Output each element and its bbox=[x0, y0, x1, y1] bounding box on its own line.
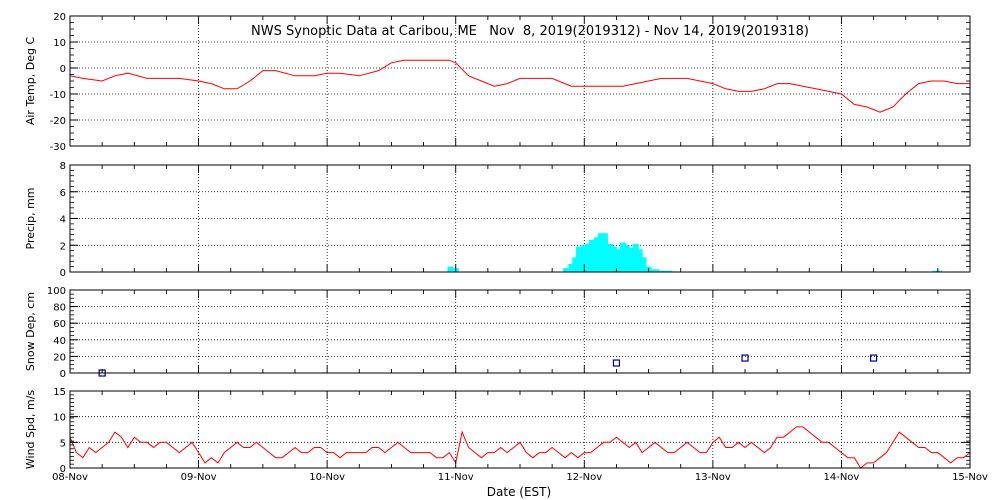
precip-bar bbox=[636, 249, 643, 272]
wind-speed-ylabel: Wind Spd, m/s bbox=[24, 390, 37, 470]
precip-bar bbox=[576, 246, 583, 272]
air-temp-series-line bbox=[69, 59, 970, 113]
snow-depth-point bbox=[741, 354, 749, 362]
precip-bar bbox=[662, 270, 669, 272]
y-tick-label: 5 bbox=[60, 438, 66, 449]
y-tick-label: 8 bbox=[60, 161, 66, 172]
precip-bar bbox=[581, 245, 588, 272]
x-tick-label: 13-Nov bbox=[695, 472, 731, 483]
precip-ylabel: Precip, mm bbox=[24, 188, 37, 250]
y-tick-label: -10 bbox=[50, 90, 66, 101]
air-temp-panel: -30 -20 -10 0 10 20 Air Temp, Deg C bbox=[24, 12, 971, 153]
precip-bar bbox=[666, 270, 673, 272]
snow-depth-panel: 0 20 40 60 80 100 Snow Dep, cm bbox=[24, 286, 971, 380]
precip-bar bbox=[597, 233, 605, 272]
chart-title: NWS Synoptic Data at Caribou, ME Nov 8, … bbox=[251, 24, 809, 39]
y-tick-label: 40 bbox=[53, 336, 66, 347]
y-tick-label: 10 bbox=[53, 38, 66, 49]
air-temp-ylabel: Air Temp, Deg C bbox=[24, 37, 37, 126]
precip-bar bbox=[588, 239, 596, 272]
x-tick-label: 15-Nov bbox=[952, 472, 988, 483]
precip-bar bbox=[632, 243, 639, 272]
y-tick-label: 0 bbox=[60, 464, 66, 475]
y-tick-label: 0 bbox=[60, 268, 66, 279]
precip-bar bbox=[568, 263, 575, 272]
y-tick-label: 0 bbox=[60, 64, 66, 75]
y-tick-label: 0 bbox=[60, 369, 66, 380]
precip-bar bbox=[594, 237, 601, 272]
snow-depth-point bbox=[869, 354, 878, 362]
precip-bar bbox=[649, 269, 656, 272]
precip-bar bbox=[619, 242, 626, 272]
y-tick-label: 15 bbox=[53, 387, 66, 398]
precip-bar bbox=[572, 257, 579, 272]
y-tick-label: 100 bbox=[47, 286, 66, 297]
y-tick-label: 20 bbox=[53, 352, 66, 363]
y-tick-label: 6 bbox=[60, 188, 66, 199]
precip-panel: 0 2 4 6 8 Precip, mm bbox=[24, 161, 971, 279]
snow-depth-ylabel: Snow Dep, cm bbox=[24, 292, 37, 371]
y-tick-label: 60 bbox=[53, 319, 66, 330]
x-tick-label: 08-Nov bbox=[52, 472, 88, 483]
x-tick-label: 14-Nov bbox=[823, 472, 859, 483]
y-tick-label: 2 bbox=[60, 241, 66, 252]
precip-bar bbox=[606, 243, 614, 272]
y-tick-label: 10 bbox=[53, 413, 66, 424]
x-tick-label: 09-Nov bbox=[181, 472, 217, 483]
y-tick-label: 20 bbox=[53, 12, 66, 23]
precip-bar bbox=[658, 270, 665, 272]
wind-speed-frame bbox=[69, 390, 971, 469]
snow-depth-frame bbox=[69, 289, 971, 374]
precip-bar bbox=[447, 266, 454, 272]
precip-bar bbox=[640, 257, 647, 272]
precip-bar bbox=[610, 246, 617, 272]
precip-bar bbox=[585, 243, 592, 272]
precip-bar bbox=[601, 233, 608, 272]
x-axis-label: Date (EST) bbox=[487, 485, 551, 499]
y-tick-label: 4 bbox=[60, 215, 66, 226]
x-tick-label: 11-Nov bbox=[438, 472, 474, 483]
panels: -30 -20 -10 0 10 20 Air Temp, Deg C 0 2 4 6 8 Precip… bbox=[24, 12, 988, 483]
y-tick-label: -30 bbox=[50, 142, 66, 153]
precip-bar bbox=[936, 270, 943, 272]
x-tick-label: 12-Nov bbox=[566, 472, 602, 483]
precip-bar bbox=[614, 249, 621, 272]
snow-depth-point bbox=[612, 359, 621, 367]
precip-bar bbox=[627, 247, 634, 272]
wind-speed-panel: 0 5 10 15 Wind Spd, m/s 08-Nov 09-Nov 10-Nov 11-… bbox=[24, 387, 988, 483]
y-tick-label: 80 bbox=[53, 303, 66, 314]
precip-bar bbox=[623, 245, 630, 272]
wind-speed-series-line bbox=[69, 426, 971, 469]
precip-bar bbox=[563, 267, 570, 272]
y-tick-label: -20 bbox=[50, 116, 66, 127]
x-tick-label: 10-Nov bbox=[309, 472, 345, 483]
precip-bar bbox=[653, 269, 660, 272]
precip-bar bbox=[932, 270, 939, 272]
